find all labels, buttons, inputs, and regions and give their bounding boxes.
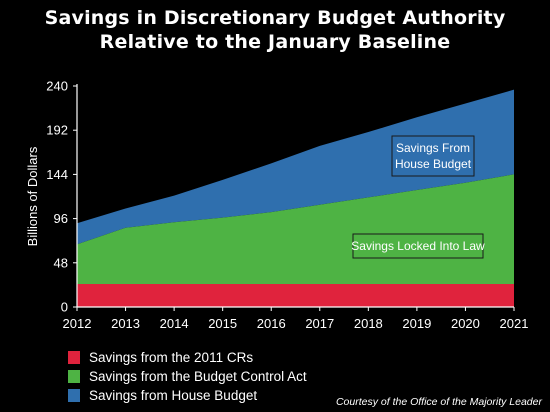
credit-text: Courtesy of the Office of the Majority L…	[335, 396, 542, 408]
legend-item-crs: Savings from the 2011 CRs	[68, 348, 307, 366]
chart-title-line1: Savings in Discretionary Budget Authorit…	[44, 7, 506, 29]
series-house-area	[77, 89, 514, 245]
annotation-house-budget-text: Savings From	[396, 141, 470, 155]
y-tick-label: 192	[46, 123, 68, 138]
annotation-house-budget-text: House Budget	[395, 157, 472, 171]
y-tick-label: 144	[46, 167, 68, 182]
x-tick-label: 2014	[160, 316, 189, 331]
legend-label-crs: Savings from the 2011 CRs	[89, 349, 254, 365]
x-tick-label: 2016	[257, 316, 286, 331]
y-tick-label: 48	[54, 255, 68, 270]
legend-swatch-blue	[68, 388, 80, 402]
y-axis-label: Billions of Dollars	[25, 146, 40, 246]
chart-title-line2: Relative to the January Baseline	[99, 31, 451, 53]
x-tick-label: 2015	[208, 316, 237, 331]
x-tick-label: 2019	[402, 316, 431, 331]
y-tick-label: 240	[46, 79, 68, 94]
legend-label-house: Savings from House Budget	[89, 387, 258, 403]
legend-swatch-red	[68, 350, 80, 364]
x-tick-label: 2018	[354, 316, 383, 331]
legend-label-bca: Savings from the Budget Control Act	[89, 368, 307, 384]
x-tick-label: 2013	[111, 316, 140, 331]
x-tick-label: 2020	[451, 316, 480, 331]
y-tick-label: 0	[61, 300, 68, 315]
legend-swatch-green	[68, 369, 80, 383]
legend: Savings from the 2011 CRs Savings from t…	[68, 348, 307, 405]
x-tick-label: 2021	[500, 316, 529, 331]
y-tick-label: 96	[54, 211, 68, 226]
legend-item-bca: Savings from the Budget Control Act	[68, 367, 307, 385]
legend-item-house: Savings from House Budget	[68, 386, 307, 404]
chart-title: Savings in Discretionary Budget Authorit…	[0, 6, 550, 54]
annotation-house-budget-box	[391, 135, 475, 177]
series-crs-area	[77, 283, 514, 307]
annotation-locked-into-law-box	[352, 233, 484, 259]
x-tick-label: 2012	[63, 316, 92, 331]
annotation-locked-into-law-text: Savings Locked Into Law	[351, 239, 485, 253]
x-tick-label: 2017	[305, 316, 334, 331]
